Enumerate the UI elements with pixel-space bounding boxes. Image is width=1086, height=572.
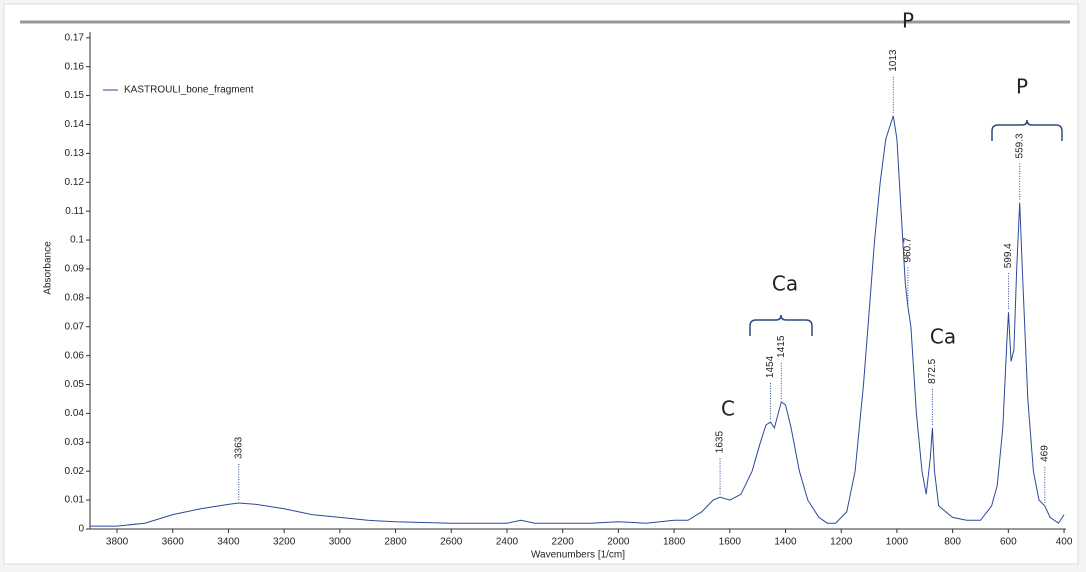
legend-label: KASTROULI_bone_fragment: [124, 85, 254, 96]
y-tick-label: 0.13: [65, 148, 85, 159]
bracket: [991, 119, 1063, 141]
x-tick-label: 1600: [719, 537, 742, 548]
y-tick-label: 0: [78, 524, 84, 535]
y-tick-label: 0.03: [65, 437, 85, 448]
x-tick-label: 800: [944, 537, 961, 548]
x-axis-title: Wavenumbers [1/cm]: [531, 550, 625, 561]
panel: [3, 3, 1079, 565]
peak-label: 599.4: [1003, 243, 1014, 268]
peak-label: 1454: [765, 355, 776, 378]
y-tick-label: 0.04: [65, 408, 85, 419]
x-tick-label: 3800: [106, 537, 129, 548]
peak-label: 1013: [888, 49, 899, 72]
peak-label: 3363: [233, 436, 244, 459]
spectrum-line: [90, 115, 1065, 527]
y-tick-label: 0.05: [65, 379, 85, 390]
bracket: [749, 314, 813, 336]
peak-label: 1415: [776, 335, 787, 358]
peak-label: 872.5: [927, 358, 938, 383]
peak-label: 960.7: [903, 237, 914, 262]
y-tick-label: 0.11: [65, 206, 84, 217]
group-label: Ca: [772, 272, 798, 296]
y-tick-label: 0.12: [65, 177, 85, 188]
y-tick-label: 0.17: [65, 32, 85, 43]
y-axis-title: Absorbance: [43, 241, 54, 295]
x-tick-label: 2200: [552, 537, 575, 548]
group-label: P: [902, 9, 914, 33]
x-tick-label: 3400: [217, 537, 240, 548]
group-label: P: [1016, 75, 1028, 99]
x-tick-label: 2600: [440, 537, 463, 548]
x-tick-label: 600: [1000, 537, 1017, 548]
x-tick-label: 2000: [607, 537, 630, 548]
x-tick-label: 1400: [774, 537, 797, 548]
x-tick-label: 3600: [162, 537, 185, 548]
x-tick-label: 3200: [273, 537, 296, 548]
x-tick-label: 2400: [496, 537, 519, 548]
y-tick-label: 0.09: [65, 264, 85, 275]
y-tick-label: 0.06: [65, 350, 85, 361]
y-tick-label: 0.02: [65, 466, 85, 477]
x-tick-label: 3000: [329, 537, 352, 548]
x-tick-label: 2800: [384, 537, 407, 548]
y-tick-label: 0.01: [65, 495, 85, 506]
peak-label: 1635: [715, 431, 726, 454]
peak-label: 469: [1039, 445, 1050, 462]
y-tick-label: 0.08: [65, 292, 85, 303]
y-tick-label: 0.07: [65, 321, 85, 332]
x-tick-label: 1000: [886, 537, 909, 548]
y-tick-label: 0.1: [70, 235, 84, 246]
peak-label: 559.3: [1014, 133, 1025, 158]
y-tick-label: 0.16: [65, 61, 85, 72]
y-tick-label: 0.15: [65, 90, 85, 101]
x-tick-label: 400: [1056, 537, 1073, 548]
x-tick-label: 1200: [830, 537, 853, 548]
group-label: Ca: [930, 325, 956, 349]
group-label: C: [721, 397, 735, 421]
y-tick-label: 0.14: [65, 119, 85, 130]
x-tick-label: 1800: [663, 537, 686, 548]
